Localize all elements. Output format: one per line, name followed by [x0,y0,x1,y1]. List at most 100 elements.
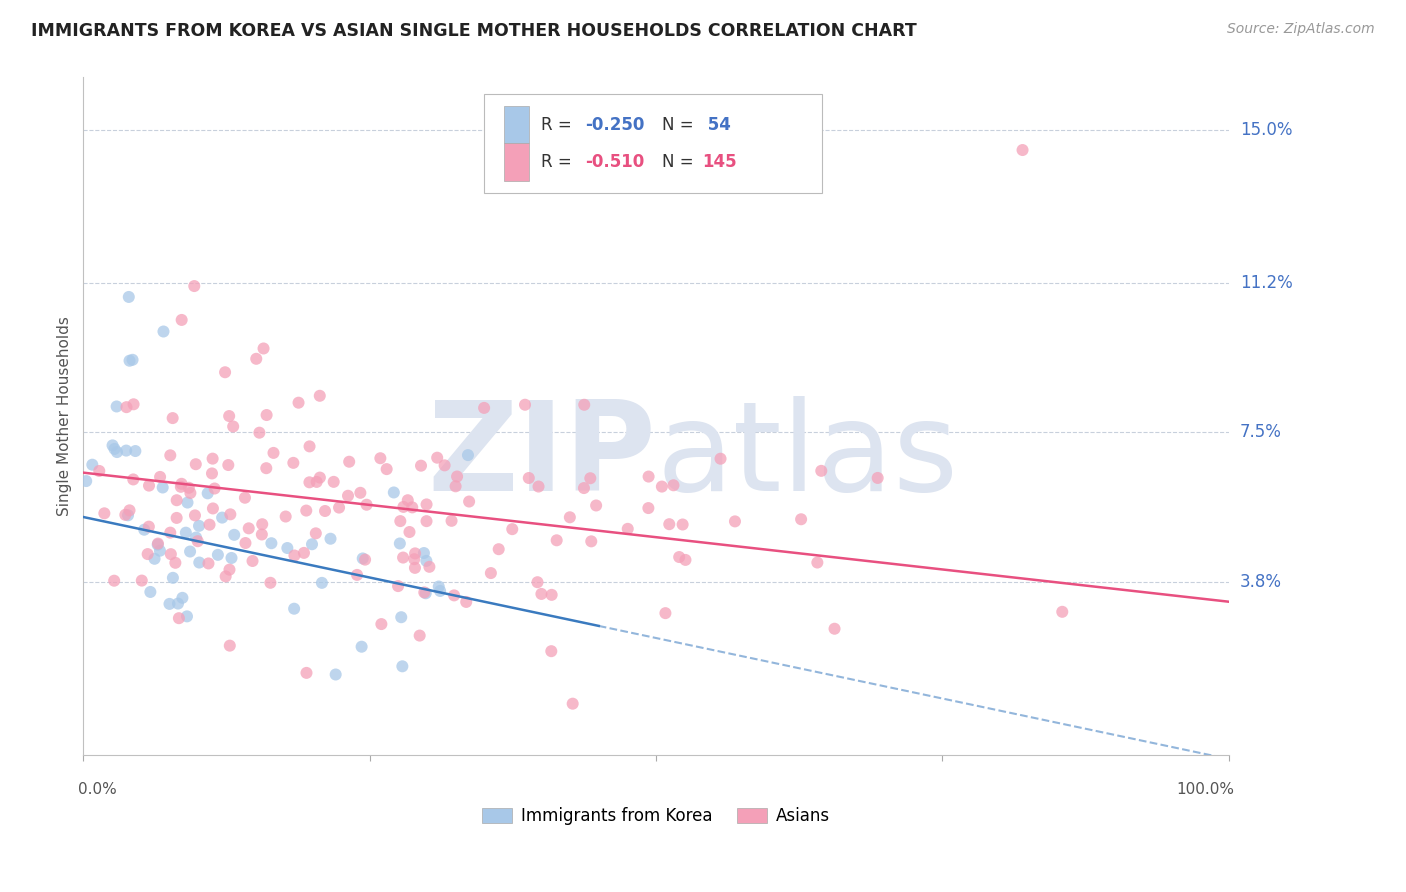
Point [219,508,242,522]
Point [616,522,638,536]
Point [103,574,125,588]
Point [177,481,200,495]
Point [418,559,440,574]
Point [118,290,141,304]
Point [398,524,420,539]
Point [426,450,449,465]
Point [166,493,188,508]
Point [349,485,371,500]
FancyBboxPatch shape [484,95,823,193]
Point [179,544,201,558]
Point [662,478,685,492]
Point [527,479,550,493]
Text: Source: ZipAtlas.com: Source: ZipAtlas.com [1227,22,1375,37]
Point [292,546,315,560]
Point [408,629,430,643]
Point [188,556,211,570]
Point [166,511,188,525]
Point [114,508,136,522]
Point [224,528,246,542]
Point [176,495,198,509]
Point [152,481,174,495]
Point [170,480,193,494]
Text: IMMIGRANTS FROM KOREA VS ASIAN SINGLE MOTHER HOUSEHOLDS CORRELATION CHART: IMMIGRANTS FROM KOREA VS ASIAN SINGLE MO… [31,22,917,40]
Point [1052,605,1074,619]
Point [654,606,676,620]
Point [314,504,336,518]
Point [115,400,138,414]
Point [184,457,207,471]
Point [188,519,211,533]
Text: N =: N = [662,153,699,171]
Bar [503,106,529,144]
Point [409,458,432,473]
Point [172,591,194,605]
Point [89,464,111,478]
Point [458,494,481,508]
Point [167,611,190,625]
Point [238,521,260,535]
Point [350,640,373,654]
Text: -0.250: -0.250 [585,116,644,134]
Point [170,476,193,491]
Point [375,462,398,476]
Point [118,503,141,517]
Point [93,506,115,520]
Point [427,580,450,594]
Point [159,597,181,611]
Point [346,568,368,582]
Point [250,527,273,541]
Point [222,419,245,434]
Point [724,515,747,529]
Point [115,443,138,458]
Point [389,610,412,624]
Point [404,552,426,566]
Text: 15.0%: 15.0% [1240,121,1292,139]
Point [658,517,681,532]
Text: 11.2%: 11.2% [1240,274,1292,292]
Point [204,482,226,496]
Point [159,448,181,462]
Point [242,554,264,568]
Point [121,352,143,367]
Point [146,536,169,550]
Point [214,365,236,379]
Text: R =: R = [541,116,578,134]
Point [501,522,523,536]
Point [1011,143,1033,157]
Point [183,279,205,293]
Point [356,498,378,512]
Point [117,508,139,523]
Point [207,548,229,562]
Point [170,313,193,327]
Point [201,467,224,481]
Point [295,665,318,680]
Point [159,525,181,540]
Point [149,470,172,484]
Point [82,458,104,472]
Point [298,475,321,490]
Point [295,503,318,517]
Point [513,398,536,412]
Point [184,508,207,523]
Bar [503,144,529,181]
Point [198,517,221,532]
Point [138,478,160,492]
Point [337,489,360,503]
Point [103,442,125,456]
Point [443,588,465,602]
Point [352,551,374,566]
Point [415,554,437,568]
Point [382,485,405,500]
Point [325,667,347,681]
Point [311,575,333,590]
Point [446,469,468,483]
Text: 54: 54 [702,116,731,134]
Text: R =: R = [541,153,578,171]
Point [404,546,426,560]
Point [215,569,238,583]
Point [218,563,240,577]
Point [283,601,305,615]
Point [105,400,128,414]
Point [187,534,209,549]
